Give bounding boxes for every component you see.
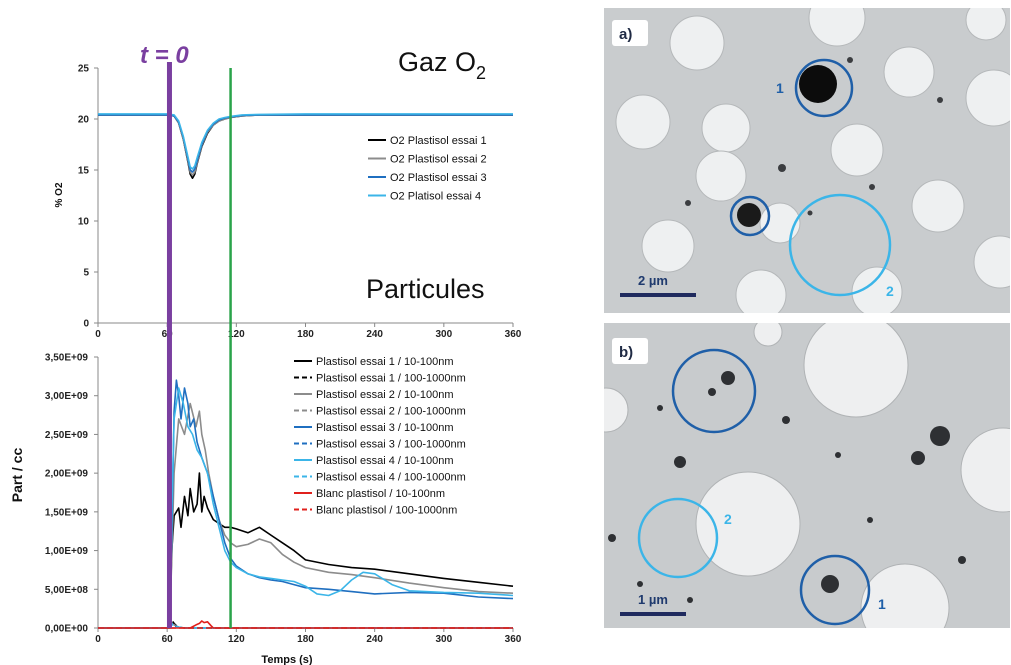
particles-y-tick-label: 2,00E+09 (45, 469, 89, 480)
particles-x-tick-label: 180 (297, 634, 314, 645)
particles-series-line-7 (98, 387, 514, 629)
micrograph-b-circle-1-number: 1 (878, 596, 886, 612)
o2-legend-entry: O2 Plastisol essai 3 (390, 172, 487, 184)
particles-x-tick-label: 300 (435, 634, 452, 645)
o2-y-axis-label: % O2 (54, 182, 65, 207)
o2-y-tick-label: 25 (78, 64, 90, 75)
particles-y-tick-label: 1,00E+09 (45, 546, 89, 557)
o2-y-tick-label: 20 (78, 115, 90, 126)
particles-legend-entry: Blanc plastisol / 10-100nm (316, 488, 445, 500)
particles-legend-entry: Plastisol essai 2 / 10-100nm (316, 389, 454, 401)
o2-x-tick-label: 300 (435, 329, 452, 340)
particles-legend-entry: Plastisol essai 1 / 100-1000nm (316, 373, 466, 385)
particles-series-line-2 (98, 619, 513, 629)
particles-chart-title: Particules (366, 274, 485, 304)
o2-x-tick-label: 120 (228, 329, 245, 340)
particles-y-axis-label: Part / cc (9, 448, 25, 503)
particles-legend-entry: Blanc plastisol / 100-1000nm (316, 505, 457, 517)
o2-y-tick-label: 5 (83, 268, 89, 279)
particles-x-tick-label: 240 (366, 634, 383, 645)
particles-series-line-1 (98, 472, 514, 629)
micrograph-b-particles (608, 347, 966, 603)
micrograph-b-label: b) (619, 344, 633, 361)
time-markers (166, 62, 232, 628)
micrograph-b-holes (604, 323, 1010, 628)
particles-x-tick-label: 60 (162, 634, 174, 645)
micrograph-a-scale-bar (620, 293, 696, 297)
particles-legend-entry: Plastisol essai 2 / 100-1000nm (316, 406, 466, 418)
micrograph-a-circle-2-number: 2 (886, 283, 894, 299)
micrograph-b-circle-1b (799, 554, 871, 626)
micrograph-a-circle-1b (729, 195, 771, 237)
particles-series-line-5 (98, 379, 514, 629)
particles-y-tick-label: 0,00E+00 (45, 624, 89, 635)
o2-series-line-4 (98, 113, 513, 170)
particles-x-tick-label: 360 (505, 634, 522, 645)
o2-x-tick-label: 180 (297, 329, 314, 340)
particles-x-tick-label: 120 (228, 634, 245, 645)
micrograph-a-circle-1 (794, 58, 854, 118)
particles-legend-entry: Plastisol essai 4 / 100-1000nm (316, 472, 466, 484)
micrograph-a-circle-2 (788, 193, 892, 297)
particles-series-line-3 (98, 402, 514, 629)
micrograph-a-scale-text: 2 µm (638, 273, 668, 288)
particles-series-lines (98, 379, 514, 629)
micrograph-a: 1 2 a) 2 µm (604, 8, 1010, 313)
particles-legend-entry: Plastisol essai 3 / 100-1000nm (316, 439, 466, 451)
particles-y-tick-label: 3,50E+09 (45, 353, 89, 364)
particles-y-tick-label: 1,50E+09 (45, 507, 89, 518)
o2-series-lines (98, 113, 513, 179)
particles-y-tick-label: 2,50E+09 (45, 430, 89, 441)
o2-y-tick-label: 0 (83, 319, 89, 330)
particles-x-tick-label: 0 (95, 634, 101, 645)
micrograph-b-scale-text: 1 µm (638, 592, 668, 607)
micrograph-a-label: a) (619, 26, 632, 43)
micrograph-b-circle-1 (671, 348, 757, 434)
o2-legend-entry: O2 Platisol essai 4 (390, 191, 481, 203)
t0-label: t = 0 (140, 42, 189, 69)
o2-y-tick-label: 15 (78, 166, 90, 177)
micrograph-a-label-box (612, 20, 648, 46)
o2-x-tick-label: 240 (366, 329, 383, 340)
particles-legend-entry: Plastisol essai 4 / 10-100nm (316, 455, 454, 467)
particles-legend-entry: Plastisol essai 3 / 10-100nm (316, 422, 454, 434)
o2-legend: O2 Plastisol essai 1 O2 Plastisol essai 2… (368, 135, 487, 203)
micrograph-b: 2 1 b) 1 µm (604, 323, 1010, 628)
micrograph-a-circle-1-number: 1 (776, 80, 784, 96)
particles-x-axis-label: Temps (s) (261, 654, 312, 665)
micrograph-a-holes (615, 8, 1010, 313)
micrograph-a-particles (685, 57, 943, 227)
micrograph-b-scale-bar (620, 612, 686, 616)
o2-x-tick-label: 0 (95, 329, 101, 340)
particles-legend: Plastisol essai 1 / 10-100nm Plastisol es… (294, 356, 466, 517)
particles-y-tick-label: 3,00E+09 (45, 391, 89, 402)
o2-legend-entry: O2 Plastisol essai 2 (390, 154, 487, 166)
micrograph-b-circle-2-number: 2 (724, 511, 732, 527)
o2-legend-entry: O2 Plastisol essai 1 (390, 135, 487, 147)
particles-legend-entry: Plastisol essai 1 / 10-100nm (316, 356, 454, 368)
o2-chart-title: Gaz O2 (398, 47, 486, 83)
micrograph-b-label-box (612, 338, 648, 364)
o2-x-tick-label: 360 (505, 329, 522, 340)
o2-y-tick-label: 10 (78, 217, 90, 228)
micrograph-b-circle-2 (637, 497, 719, 579)
particles-series-line-9 (98, 620, 513, 629)
particles-y-tick-label: 5,00E+08 (45, 585, 89, 596)
particles-series-line-4 (98, 620, 513, 629)
